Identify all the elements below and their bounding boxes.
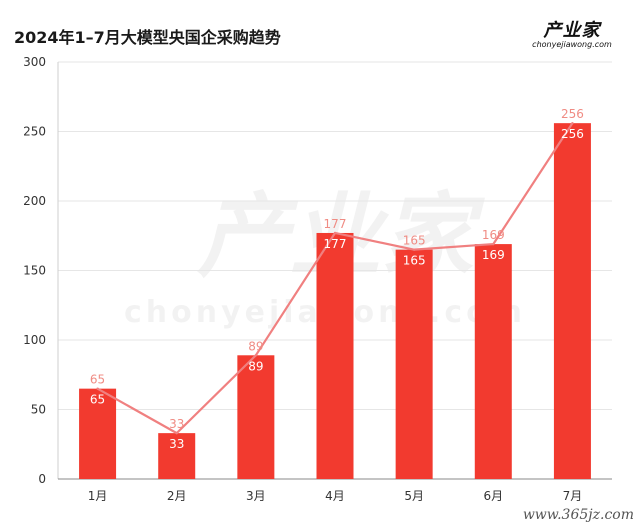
x-tick-label: 2月: [167, 489, 187, 503]
bar: [158, 433, 196, 479]
line-value-label: 177: [324, 217, 347, 231]
line-point: [254, 354, 258, 357]
bar-value-label: 65: [90, 393, 105, 407]
x-axis: 1月 2月 3月 4月 5月 6月 7月: [58, 478, 612, 503]
x-tick-label: 1月: [88, 489, 108, 503]
line-value-label: 89: [248, 339, 263, 353]
bar-series: [79, 123, 591, 479]
bar-value-label: 89: [248, 359, 263, 373]
x-tick-label: 4月: [325, 489, 345, 503]
line-point: [571, 121, 574, 125]
y-tick-label: 50: [31, 403, 46, 417]
y-tick-label: 200: [23, 194, 46, 208]
line-series: [96, 121, 574, 435]
line-value-label: 169: [482, 228, 505, 242]
logo-brand-text: 产业家: [543, 20, 601, 41]
bar: [316, 232, 354, 479]
bar-value-label: 177: [324, 237, 347, 251]
y-tick-label: 150: [23, 264, 46, 278]
y-tick-label: 250: [23, 125, 46, 139]
bar: [237, 355, 275, 479]
line-value-label: 65: [90, 373, 105, 387]
bar-value-label: 169: [482, 248, 505, 262]
line-point: [175, 431, 178, 435]
bar: [395, 249, 433, 479]
line-point: [492, 242, 495, 246]
bar: [553, 123, 591, 479]
chart-title: 2024年1–7月大模型央国企采购趋势: [14, 28, 281, 47]
y-tick-label: 300: [23, 55, 46, 69]
y-axis: 0 50 100 150 200 250 300: [23, 55, 59, 486]
x-tick-label: 3月: [246, 489, 266, 503]
data-labels: 65 33 89 177 165 169 256 65 33 89 177 165 169 256: [90, 107, 584, 451]
bar: [474, 244, 512, 479]
x-tick-label: 5月: [404, 489, 424, 503]
line-value-label: 256: [561, 107, 584, 121]
x-tick-label: 6月: [483, 489, 503, 503]
logo-domain-text: chonyejiawong.com: [532, 40, 612, 49]
bar-value-label: 165: [403, 254, 426, 268]
line-value-label: 33: [169, 417, 184, 431]
brand-logo: 产业家 chonyejiawong.com: [526, 22, 618, 50]
site-watermark: www.365jz.com: [522, 507, 634, 523]
line-point: [333, 231, 337, 235]
x-tick-label: 7月: [563, 489, 583, 503]
y-tick-label: 100: [23, 333, 46, 347]
bar-value-label: 33: [169, 437, 184, 451]
line-value-label: 165: [403, 234, 426, 248]
line-point: [412, 248, 416, 251]
bar: [79, 388, 117, 479]
y-tick-label: 0: [38, 472, 46, 486]
bar-value-label: 256: [561, 127, 584, 141]
line-point: [96, 387, 99, 390]
